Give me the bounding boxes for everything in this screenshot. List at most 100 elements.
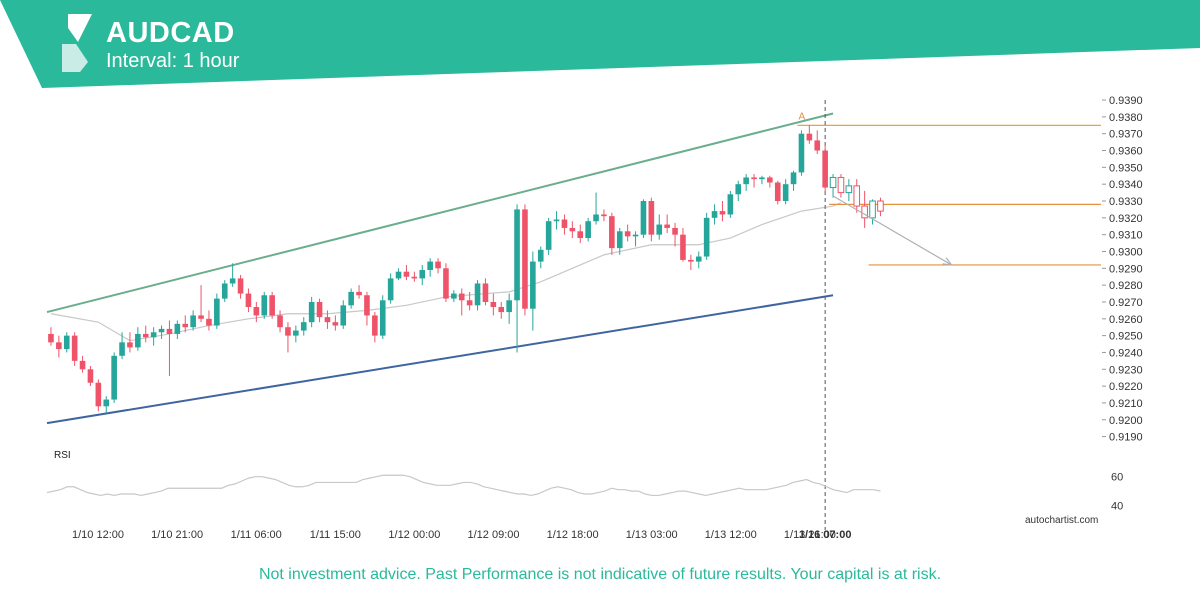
x-tick-label: 1/11 06:00 <box>231 529 282 541</box>
candle <box>735 180 742 202</box>
y-tick-label: 0.9200 <box>1109 415 1143 427</box>
upper-channel-line <box>46 112 834 314</box>
candle <box>490 293 497 316</box>
rsi-tick-label: 40 <box>1111 501 1123 513</box>
candle <box>585 217 591 242</box>
chart-interval: Interval: 1 hour <box>106 50 240 72</box>
x-tick-label: 1/12 00:00 <box>388 529 440 541</box>
y-tick-label: 0.9210 <box>1109 398 1143 410</box>
candle <box>316 298 323 323</box>
candle <box>703 212 710 260</box>
y-tick-label: 0.9310 <box>1109 230 1143 242</box>
candle <box>845 179 853 202</box>
y-tick-label: 0.9280 <box>1109 280 1143 292</box>
autochartist-logo-icon <box>62 14 92 72</box>
candle <box>198 285 204 323</box>
pattern-point-label: A <box>798 111 805 122</box>
candle <box>166 320 173 377</box>
x-tick-label: 1/13 03:00 <box>626 529 678 541</box>
candle <box>569 221 576 239</box>
candle <box>300 317 307 336</box>
candle <box>530 251 536 331</box>
candle <box>814 130 821 154</box>
candle <box>837 174 845 198</box>
header-background <box>0 0 1200 88</box>
candle <box>142 325 149 343</box>
chart-title: AUDCAD <box>106 17 235 49</box>
rsi-tick-label: 60 <box>1111 472 1123 484</box>
candle <box>261 291 268 319</box>
candle <box>277 310 283 333</box>
x-tick-label: 1/10 21:00 <box>151 529 203 541</box>
candle <box>537 246 544 269</box>
candle <box>798 130 805 176</box>
candle <box>135 327 141 351</box>
candle <box>853 179 861 213</box>
x-tick-label: 1/11 15:00 <box>310 529 361 541</box>
candle <box>285 322 291 353</box>
candle <box>87 365 94 387</box>
candle <box>593 192 599 225</box>
candle <box>498 301 505 319</box>
candle <box>269 291 275 319</box>
candle <box>332 315 339 331</box>
candle <box>656 214 663 240</box>
candle <box>150 327 157 346</box>
y-tick-label: 0.9380 <box>1109 112 1143 124</box>
candle <box>237 275 244 299</box>
candle <box>63 332 70 353</box>
candle <box>648 197 655 242</box>
candle <box>427 258 433 277</box>
candle <box>695 251 702 269</box>
candle <box>482 278 489 306</box>
candle <box>759 175 765 185</box>
candle <box>680 227 686 262</box>
y-tick-label: 0.9290 <box>1109 263 1143 275</box>
candle <box>56 335 62 358</box>
x-tick-label: 1/12 09:00 <box>468 529 520 541</box>
candle <box>245 288 252 313</box>
x-tick-label: 1/16 07:00 <box>799 529 852 541</box>
candle <box>348 288 354 309</box>
candle <box>103 396 110 414</box>
candle <box>411 271 418 282</box>
y-tick-label: 0.9300 <box>1109 246 1143 258</box>
candle <box>664 214 670 233</box>
lower-channel-line <box>46 294 834 425</box>
y-tick-label: 0.9350 <box>1109 162 1143 174</box>
candle <box>640 199 647 239</box>
candle <box>127 332 133 353</box>
y-tick-label: 0.9320 <box>1109 213 1143 225</box>
candle <box>214 293 220 329</box>
candle <box>340 300 347 329</box>
candle <box>782 179 789 205</box>
x-tick-label: 1/13 12:00 <box>705 529 757 541</box>
disclaimer-text: Not investment advice. Past Performance … <box>258 566 942 583</box>
y-tick-label: 0.9220 <box>1109 381 1143 393</box>
x-tick-label: 1/12 18:00 <box>547 529 599 541</box>
candle <box>419 264 426 286</box>
candle <box>616 227 623 255</box>
candle <box>387 273 394 304</box>
y-tick-label: 0.9230 <box>1109 364 1143 376</box>
price-chart: A 0.9190 0.9200 0.9210 0.9220 0.9230 0.9240 0.… <box>46 95 1143 541</box>
candle <box>751 174 757 188</box>
forecast-arrow <box>832 195 952 266</box>
candle <box>466 291 473 311</box>
candle <box>624 224 631 242</box>
candle <box>822 145 828 193</box>
y-tick-label: 0.9370 <box>1109 129 1143 141</box>
candle <box>711 204 718 225</box>
candle <box>206 310 212 331</box>
x-tick-label: 1/13 21:00 <box>784 529 836 541</box>
candle <box>158 325 165 339</box>
candle <box>522 204 528 316</box>
candle <box>553 211 560 230</box>
header-banner <box>0 0 1200 88</box>
candle <box>372 312 378 343</box>
y-tick-label: 0.9270 <box>1109 297 1143 309</box>
candle <box>601 209 607 222</box>
candle <box>253 301 260 323</box>
candle <box>324 310 331 329</box>
y-tick-label: 0.9390 <box>1109 95 1143 107</box>
